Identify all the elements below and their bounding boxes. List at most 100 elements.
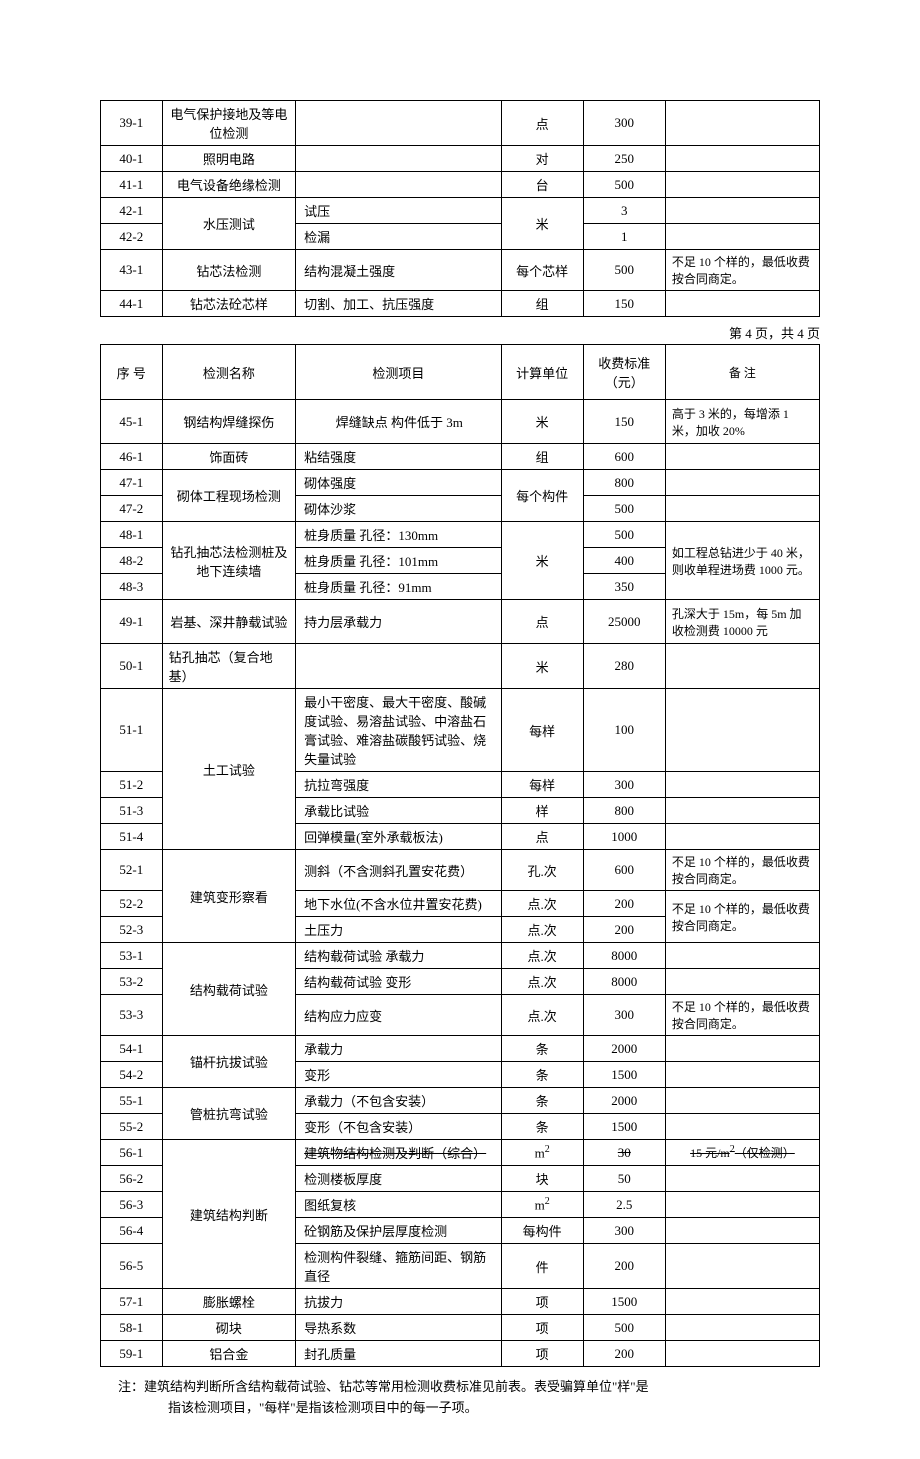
table-cell: 结构混凝土强度 <box>296 250 501 291</box>
table-cell: 52-1 <box>101 850 163 891</box>
table-cell: 建筑物结构检测及判断（综合） <box>296 1140 501 1166</box>
table-cell: 500 <box>583 172 665 198</box>
table-cell: 照明电路 <box>162 146 296 172</box>
table-cell: 检测项目 <box>296 345 501 400</box>
table-cell <box>296 172 501 198</box>
table-cell: 承载力（不包含安装） <box>296 1088 501 1114</box>
table-cell: 43-1 <box>101 250 163 291</box>
table-cell: 锚杆抗拔试验 <box>162 1036 296 1088</box>
table-cell: 48-2 <box>101 548 163 574</box>
table-cell: 51-2 <box>101 772 163 798</box>
table-row: 42-1水压测试试压米3 <box>101 198 820 224</box>
table-cell: 封孔质量 <box>296 1341 501 1367</box>
table-cell: 55-1 <box>101 1088 163 1114</box>
table-cell: 不足 10 个样的，最低收费按合同商定。 <box>665 891 819 943</box>
table-cell: 25000 <box>583 600 665 644</box>
table-cell: 42-2 <box>101 224 163 250</box>
table-cell: 砌体工程现场检测 <box>162 470 296 522</box>
table-cell <box>296 101 501 146</box>
table-cell: 土压力 <box>296 917 501 943</box>
table-cell: 地下水位(不含水位井置安花费) <box>296 891 501 917</box>
table-cell: 不足 10 个样的，最低收费按合同商定。 <box>665 850 819 891</box>
table-cell: 46-1 <box>101 444 163 470</box>
table-cell: 点 <box>501 824 583 850</box>
table-cell: 如工程总钻进少于 40 米，则收单程进场费 1000 元。 <box>665 522 819 600</box>
table-cell <box>665 798 819 824</box>
table-cell: 51-3 <box>101 798 163 824</box>
table-cell: 250 <box>583 146 665 172</box>
table-cell: 点.次 <box>501 891 583 917</box>
table-cell: 桩身质量 孔径：101mm <box>296 548 501 574</box>
table-cell: 54-1 <box>101 1036 163 1062</box>
table-cell: 砼钢筋及保护层厚度检测 <box>296 1218 501 1244</box>
table-cell: 饰面砖 <box>162 444 296 470</box>
table-cell: 台 <box>501 172 583 198</box>
table-row: 40-1照明电路对250 <box>101 146 820 172</box>
table-cell: 水压测试 <box>162 198 296 250</box>
table-cell: 200 <box>583 917 665 943</box>
table-cell: 序 号 <box>101 345 163 400</box>
table-row: 45-1钢结构焊缝探伤焊缝缺点 构件低于 3m米150高于 3 米的，每增添 1… <box>101 400 820 444</box>
table-row: 50-1钻孔抽芯（复合地基）米280 <box>101 644 820 689</box>
table-cell: 备 注 <box>665 345 819 400</box>
table-cell: 建筑结构判断 <box>162 1140 296 1289</box>
table-cell: 48-3 <box>101 574 163 600</box>
table-cell: 不足 10 个样的，最低收费按合同商定。 <box>665 250 819 291</box>
table-cell: 孔.次 <box>501 850 583 891</box>
table-cell: 56-2 <box>101 1166 163 1192</box>
table-cell: 56-3 <box>101 1192 163 1218</box>
table-cell: 砌体强度 <box>296 470 501 496</box>
table-cell: 51-1 <box>101 689 163 772</box>
table-cell: 400 <box>583 548 665 574</box>
table-cell: 试压 <box>296 198 501 224</box>
table-cell: 1500 <box>583 1114 665 1140</box>
table-cell: 米 <box>501 400 583 444</box>
table-cell: 200 <box>583 1244 665 1289</box>
table-cell: 200 <box>583 891 665 917</box>
table-cell: 项 <box>501 1341 583 1367</box>
table-cell <box>665 969 819 995</box>
table-cell: 块 <box>501 1166 583 1192</box>
table-cell: 电气设备绝缘检测 <box>162 172 296 198</box>
table-cell <box>665 291 819 317</box>
table-cell: 54-2 <box>101 1062 163 1088</box>
table-cell: 抗拔力 <box>296 1289 501 1315</box>
table-cell: 电气保护接地及等电位检测 <box>162 101 296 146</box>
table-cell: 收费标准（元） <box>583 345 665 400</box>
table-cell: 膨胀螺栓 <box>162 1289 296 1315</box>
table-cell: 56-1 <box>101 1140 163 1166</box>
table-row: 51-1土工试验最小干密度、最大干密度、酸碱度试验、易溶盐试验、中溶盐石膏试验、… <box>101 689 820 772</box>
table-cell: 组 <box>501 291 583 317</box>
table-cell: 56-5 <box>101 1244 163 1289</box>
table-cell: 300 <box>583 101 665 146</box>
table-row: 56-1建筑结构判断建筑物结构检测及判断（综合）m23015 元/m2（仅检测） <box>101 1140 820 1166</box>
table-cell: 点.次 <box>501 969 583 995</box>
table-cell: 57-1 <box>101 1289 163 1315</box>
table-cell: 56-4 <box>101 1218 163 1244</box>
table-row: 54-1锚杆抗拔试验承载力条2000 <box>101 1036 820 1062</box>
table-cell: 500 <box>583 1315 665 1341</box>
table-cell: 每个芯样 <box>501 250 583 291</box>
table-cell <box>665 1088 819 1114</box>
table-cell: 米 <box>501 522 583 600</box>
table-cell: 每样 <box>501 772 583 798</box>
table-cell: 砌体沙浆 <box>296 496 501 522</box>
table-row: 55-1管桩抗弯试验承载力（不包含安装）条2000 <box>101 1088 820 1114</box>
table-cell: 组 <box>501 444 583 470</box>
table-header-row: 序 号检测名称检测项目计算单位收费标准（元）备 注 <box>101 345 820 400</box>
table-row: 43-1钻芯法检测结构混凝土强度每个芯样500不足 10 个样的，最低收费按合同… <box>101 250 820 291</box>
table-part-2: 序 号检测名称检测项目计算单位收费标准（元）备 注45-1钢结构焊缝探伤焊缝缺点… <box>100 344 820 1367</box>
table-cell: 不足 10 个样的，最低收费按合同商定。 <box>665 995 819 1036</box>
table-row: 41-1电气设备绝缘检测台500 <box>101 172 820 198</box>
table-cell: 回弹模量(室外承载板法) <box>296 824 501 850</box>
table-cell: 44-1 <box>101 291 163 317</box>
table-row: 44-1钻芯法砼芯样切割、加工、抗压强度组150 <box>101 291 820 317</box>
table-row: 52-1建筑变形察看测斜（不含测斜孔置安花费）孔.次600不足 10 个样的，最… <box>101 850 820 891</box>
table-cell: 800 <box>583 470 665 496</box>
table-row: 49-1岩基、深井静载试验持力层承载力点25000孔深大于 15m，每 5m 加… <box>101 600 820 644</box>
table-cell: 结构载荷试验 <box>162 943 296 1036</box>
table-row: 46-1饰面砖粘结强度组600 <box>101 444 820 470</box>
table-cell: 结构载荷试验 承载力 <box>296 943 501 969</box>
table-cell: m2 <box>501 1140 583 1166</box>
table-cell: 点.次 <box>501 943 583 969</box>
